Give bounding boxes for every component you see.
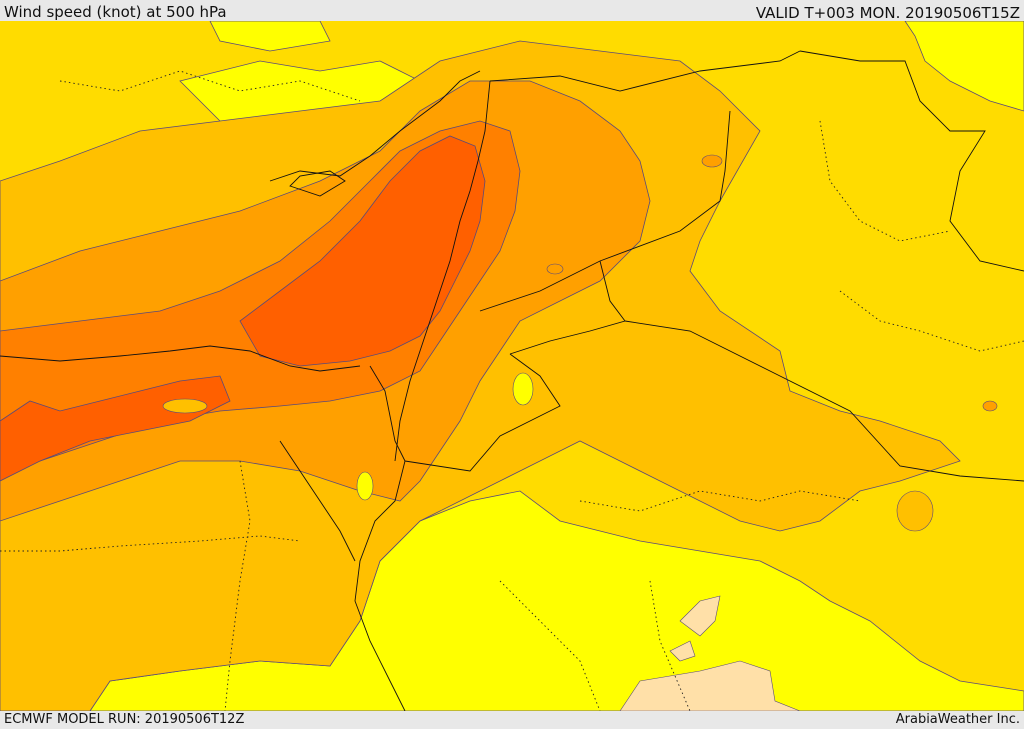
country-borders	[0, 50, 1024, 711]
light-patch-2	[679, 595, 721, 637]
wind-speed-map[interactable]	[0, 21, 1024, 711]
coast-cyprus	[289, 170, 346, 197]
credit: ArabiaWeather Inc.	[895, 712, 1020, 727]
border-line-3	[509, 260, 626, 355]
yellow-zone-north-2	[209, 21, 331, 52]
orange-bubble-3	[982, 400, 998, 412]
coast-south	[0, 345, 361, 372]
border-line-7	[369, 365, 406, 462]
header-bar: Wind speed (knot) at 500 hPa VALID T+003…	[0, 0, 1024, 22]
light-patch-3	[669, 640, 696, 662]
light-orange-bubble-1	[896, 490, 934, 532]
border-line-1	[489, 50, 801, 92]
yellow-bubble-1	[512, 372, 534, 406]
orange-bubble-2	[546, 263, 564, 275]
province-border-5	[819, 120, 951, 242]
map-title: Wind speed (knot) at 500 hPa	[4, 3, 227, 21]
coast-north	[269, 70, 481, 182]
light-patch-1	[619, 660, 801, 711]
map-canvas	[0, 21, 1024, 711]
border-line-6	[394, 80, 491, 462]
yellow-bubble-3	[162, 398, 208, 414]
orange-bubble-1	[701, 154, 723, 168]
province-border-1	[0, 535, 301, 552]
yellow-zone-north-east	[904, 21, 1024, 112]
border-line-8	[799, 50, 1024, 272]
valid-time: VALID T+003 MON. 20190506T15Z	[755, 4, 1020, 22]
coast-sinai	[279, 440, 356, 562]
red-orange-core	[239, 135, 486, 367]
province-border-2	[224, 460, 251, 711]
border-line-5	[404, 353, 561, 472]
footer-bar: ECMWF MODEL RUN: 20190506T12Z ArabiaWeat…	[0, 711, 1024, 729]
coast-red-sea	[354, 460, 406, 711]
border-line-4	[624, 320, 1024, 482]
province-border-8	[499, 580, 601, 711]
province-border-6	[59, 70, 361, 102]
province-border-3	[579, 490, 861, 512]
yellow-bubble-2	[356, 471, 374, 501]
border-line-2	[479, 110, 731, 312]
province-border-7	[839, 290, 1024, 352]
province-borders	[0, 70, 1024, 711]
model-run: ECMWF MODEL RUN: 20190506T12Z	[4, 712, 245, 727]
